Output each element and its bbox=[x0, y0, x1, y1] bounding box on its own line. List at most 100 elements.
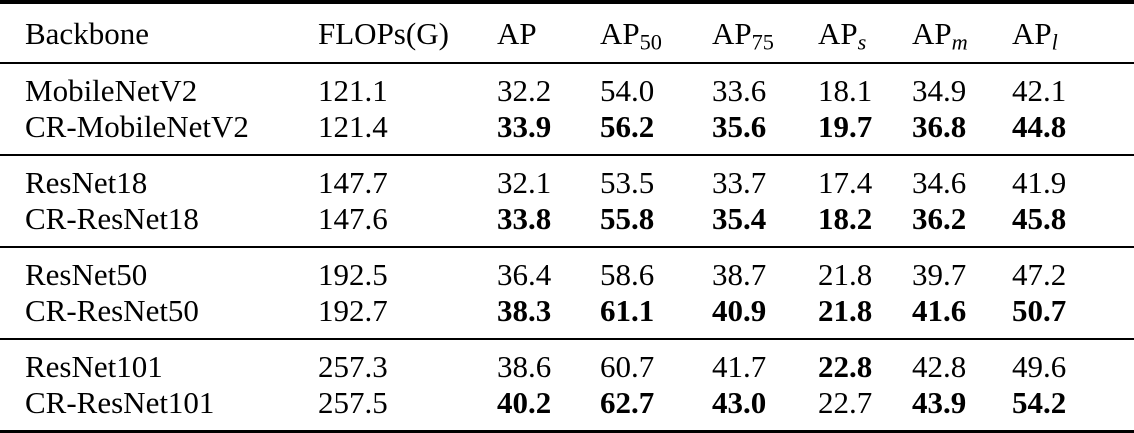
column-header-subscript: 50 bbox=[639, 29, 662, 55]
cell-backbone: MobileNetV2 bbox=[25, 73, 198, 108]
cell-metric: 33.9 bbox=[497, 109, 552, 144]
cell-metric: 43.0 bbox=[712, 385, 767, 420]
column-header-subscript: s bbox=[857, 29, 867, 55]
cell-metric: 55.8 bbox=[600, 201, 655, 236]
column-header-subscript: 75 bbox=[751, 29, 774, 55]
cell-metric: 42.1 bbox=[1012, 73, 1067, 108]
table-row: CR-ResNet50 192.7 38.3 61.1 40.9 21.8 41.6 50.7 bbox=[0, 293, 1134, 339]
cell-metric: 50.7 bbox=[1012, 293, 1067, 328]
cell-metric: 41.6 bbox=[912, 293, 967, 328]
cell-flops: 121.4 bbox=[318, 109, 388, 144]
cell-metric: 35.4 bbox=[712, 201, 767, 236]
cell-metric: 33.6 bbox=[712, 73, 767, 108]
cell-metric: 33.8 bbox=[497, 201, 552, 236]
cell-metric: 36.2 bbox=[912, 201, 967, 236]
cell-backbone: CR-ResNet18 bbox=[25, 201, 199, 236]
table-group: ResNet50 192.5 36.4 58.6 38.7 21.8 39.7 47.2 CR-… bbox=[0, 247, 1134, 339]
cell-flops: 257.3 bbox=[318, 349, 388, 384]
cell-metric: 56.2 bbox=[600, 109, 655, 144]
cell-metric: 17.4 bbox=[818, 165, 873, 200]
cell-metric: 38.3 bbox=[497, 293, 552, 328]
cell-backbone: CR-MobileNetV2 bbox=[25, 109, 249, 144]
table-row: CR-MobileNetV2 121.4 33.9 56.2 35.6 19.7 36.8 4… bbox=[0, 109, 1134, 155]
column-header-subscript: m bbox=[951, 29, 968, 55]
cell-metric: 47.2 bbox=[1012, 257, 1067, 292]
table-group: ResNet101 257.3 38.6 60.7 41.7 22.8 42.8 49.6 CR… bbox=[0, 339, 1134, 432]
cell-backbone: CR-ResNet101 bbox=[25, 385, 215, 420]
cell-metric: 35.6 bbox=[712, 109, 767, 144]
table-row: ResNet101 257.3 38.6 60.7 41.7 22.8 42.8 49.6 bbox=[0, 339, 1134, 385]
cell-backbone: ResNet18 bbox=[25, 165, 148, 200]
cell-metric: 32.2 bbox=[497, 73, 552, 108]
cell-metric: 61.1 bbox=[600, 293, 655, 328]
cell-metric: 62.7 bbox=[600, 385, 655, 420]
table-row: CR-ResNet101 257.5 40.2 62.7 43.0 22.7 43.9 54.… bbox=[0, 385, 1134, 432]
cell-metric: 43.9 bbox=[912, 385, 967, 420]
cell-metric: 38.6 bbox=[497, 349, 552, 384]
column-header-label: AP bbox=[497, 16, 537, 51]
cell-flops: 121.1 bbox=[318, 73, 388, 108]
cell-backbone: ResNet50 bbox=[25, 257, 148, 292]
cell-backbone: ResNet101 bbox=[25, 349, 163, 384]
cell-metric: 32.1 bbox=[497, 165, 552, 200]
column-header-label: FLOPs(G) bbox=[318, 16, 449, 51]
cell-metric: 19.7 bbox=[818, 109, 873, 144]
cell-metric: 45.8 bbox=[1012, 201, 1067, 236]
column-header-ap-m: APm bbox=[912, 2, 1012, 63]
cell-metric: 58.6 bbox=[600, 257, 655, 292]
cell-metric: 38.7 bbox=[712, 257, 767, 292]
column-header-ap-l: APl bbox=[1012, 2, 1134, 63]
cell-metric: 42.8 bbox=[912, 349, 967, 384]
cell-metric: 44.8 bbox=[1012, 109, 1067, 144]
cell-metric: 36.8 bbox=[912, 109, 967, 144]
column-header-ap-75: AP75 bbox=[712, 2, 818, 63]
cell-metric: 49.6 bbox=[1012, 349, 1067, 384]
cell-flops: 147.7 bbox=[318, 165, 388, 200]
cell-metric: 21.8 bbox=[818, 293, 873, 328]
cell-metric: 54.0 bbox=[600, 73, 655, 108]
header-row: Backbone FLOPs(G) AP AP50 AP75 APs APm APl bbox=[0, 2, 1134, 63]
cell-metric: 54.2 bbox=[1012, 385, 1067, 420]
cell-backbone: CR-ResNet50 bbox=[25, 293, 199, 328]
column-header-label: AP bbox=[818, 16, 858, 51]
column-header-flops-g: FLOPs(G) bbox=[318, 2, 497, 63]
column-header-label: AP bbox=[712, 16, 752, 51]
table-group: MobileNetV2 121.1 32.2 54.0 33.6 18.1 34.9 42.1… bbox=[0, 63, 1134, 155]
cell-flops: 147.6 bbox=[318, 201, 388, 236]
cell-metric: 22.8 bbox=[818, 349, 873, 384]
cell-metric: 18.2 bbox=[818, 201, 873, 236]
cell-metric: 60.7 bbox=[600, 349, 655, 384]
column-header-label: AP bbox=[1012, 16, 1052, 51]
cell-flops: 192.5 bbox=[318, 257, 388, 292]
column-header-label: Backbone bbox=[25, 16, 149, 51]
column-header-label: AP bbox=[912, 16, 952, 51]
cell-metric: 40.9 bbox=[712, 293, 767, 328]
column-header-backbone: Backbone bbox=[0, 2, 318, 63]
table-header: Backbone FLOPs(G) AP AP50 AP75 APs APm APl bbox=[0, 2, 1134, 63]
cell-metric: 33.7 bbox=[712, 165, 767, 200]
cell-metric: 40.2 bbox=[497, 385, 552, 420]
column-header-ap-s: APs bbox=[818, 2, 912, 63]
cell-metric: 22.7 bbox=[818, 385, 873, 420]
cell-metric: 21.8 bbox=[818, 257, 873, 292]
cell-flops: 257.5 bbox=[318, 385, 388, 420]
table-row: MobileNetV2 121.1 32.2 54.0 33.6 18.1 34.9 42.1 bbox=[0, 63, 1134, 109]
cell-metric: 36.4 bbox=[497, 257, 552, 292]
column-header-subscript: l bbox=[1051, 29, 1058, 55]
cell-metric: 34.6 bbox=[912, 165, 967, 200]
cell-metric: 53.5 bbox=[600, 165, 655, 200]
cell-flops: 192.7 bbox=[318, 293, 388, 328]
table-row: ResNet18 147.7 32.1 53.5 33.7 17.4 34.6 41.9 bbox=[0, 155, 1134, 201]
column-header-label: AP bbox=[600, 16, 640, 51]
table-row: ResNet50 192.5 36.4 58.6 38.7 21.8 39.7 47.2 bbox=[0, 247, 1134, 293]
table-row: CR-ResNet18 147.6 33.8 55.8 35.4 18.2 36.2 45.8 bbox=[0, 201, 1134, 247]
cell-metric: 39.7 bbox=[912, 257, 967, 292]
cell-metric: 41.7 bbox=[712, 349, 767, 384]
column-header-ap: AP bbox=[497, 2, 600, 63]
table-group: ResNet18 147.7 32.1 53.5 33.7 17.4 34.6 41.9 CR-… bbox=[0, 155, 1134, 247]
cell-metric: 18.1 bbox=[818, 73, 873, 108]
cell-metric: 34.9 bbox=[912, 73, 967, 108]
column-header-ap-50: AP50 bbox=[600, 2, 712, 63]
